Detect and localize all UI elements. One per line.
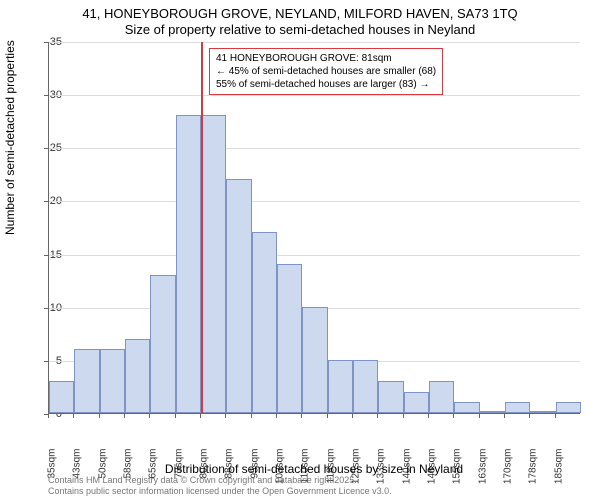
xtick-mark bbox=[403, 414, 404, 418]
histogram-bar bbox=[49, 381, 74, 413]
xtick-mark bbox=[377, 414, 378, 418]
annotation-callout: 41 HONEYBOROUGH GROVE: 81sqm← 45% of sem… bbox=[209, 48, 443, 95]
histogram-bar bbox=[150, 275, 175, 413]
marker-vertical-line bbox=[201, 42, 203, 413]
histogram-bar bbox=[226, 179, 251, 413]
xtick-mark bbox=[175, 414, 176, 418]
xtick-mark bbox=[99, 414, 100, 418]
xtick-mark bbox=[200, 414, 201, 418]
footer-attribution: Contains HM Land Registry data © Crown c… bbox=[48, 475, 392, 497]
histogram-bar bbox=[404, 392, 429, 413]
xtick-mark bbox=[352, 414, 353, 418]
plot-area: 41 HONEYBOROUGH GROVE: 81sqm← 45% of sem… bbox=[48, 42, 580, 414]
annotation-line3: 55% of semi-detached houses are larger (… bbox=[216, 78, 436, 91]
annotation-line2: ← 45% of semi-detached houses are smalle… bbox=[216, 65, 436, 78]
xtick-mark bbox=[225, 414, 226, 418]
histogram-bar bbox=[353, 360, 378, 413]
xtick-mark bbox=[453, 414, 454, 418]
gridline bbox=[49, 148, 580, 149]
xtick-mark bbox=[529, 414, 530, 418]
xtick-mark bbox=[48, 414, 49, 418]
xtick-mark bbox=[327, 414, 328, 418]
gridline bbox=[49, 255, 580, 256]
histogram-bar bbox=[277, 264, 302, 413]
footer-line2: Contains public sector information licen… bbox=[48, 486, 392, 497]
chart-title-subtitle: Size of property relative to semi-detach… bbox=[0, 22, 600, 37]
x-axis-label: Distribution of semi-detached houses by … bbox=[48, 462, 580, 476]
gridline bbox=[49, 201, 580, 202]
histogram-bar bbox=[378, 381, 403, 413]
histogram-chart: 41, HONEYBOROUGH GROVE, NEYLAND, MILFORD… bbox=[0, 0, 600, 500]
chart-title-address: 41, HONEYBOROUGH GROVE, NEYLAND, MILFORD… bbox=[0, 6, 600, 21]
xtick-mark bbox=[149, 414, 150, 418]
histogram-bar bbox=[176, 115, 201, 413]
xtick-mark bbox=[555, 414, 556, 418]
xtick-mark bbox=[73, 414, 74, 418]
histogram-bar bbox=[530, 411, 555, 413]
histogram-bar bbox=[480, 411, 505, 413]
histogram-bar bbox=[454, 402, 479, 413]
xtick-mark bbox=[251, 414, 252, 418]
xtick-mark bbox=[276, 414, 277, 418]
gridline bbox=[49, 42, 580, 43]
histogram-bar bbox=[429, 381, 454, 413]
y-axis-label: Number of semi-detached properties bbox=[3, 40, 17, 235]
histogram-bar bbox=[125, 339, 150, 413]
histogram-bar bbox=[100, 349, 125, 413]
histogram-bar bbox=[74, 349, 99, 413]
xtick-mark bbox=[504, 414, 505, 418]
xtick-mark bbox=[428, 414, 429, 418]
histogram-bar bbox=[252, 232, 277, 413]
xtick-mark bbox=[301, 414, 302, 418]
histogram-bar bbox=[556, 402, 581, 413]
footer-line1: Contains HM Land Registry data © Crown c… bbox=[48, 475, 392, 486]
histogram-bar bbox=[201, 115, 226, 413]
xtick-mark bbox=[124, 414, 125, 418]
annotation-line1: 41 HONEYBOROUGH GROVE: 81sqm bbox=[216, 52, 436, 65]
gridline bbox=[49, 95, 580, 96]
histogram-bar bbox=[328, 360, 353, 413]
histogram-bar bbox=[505, 402, 530, 413]
histogram-bar bbox=[302, 307, 327, 413]
xtick-mark bbox=[479, 414, 480, 418]
